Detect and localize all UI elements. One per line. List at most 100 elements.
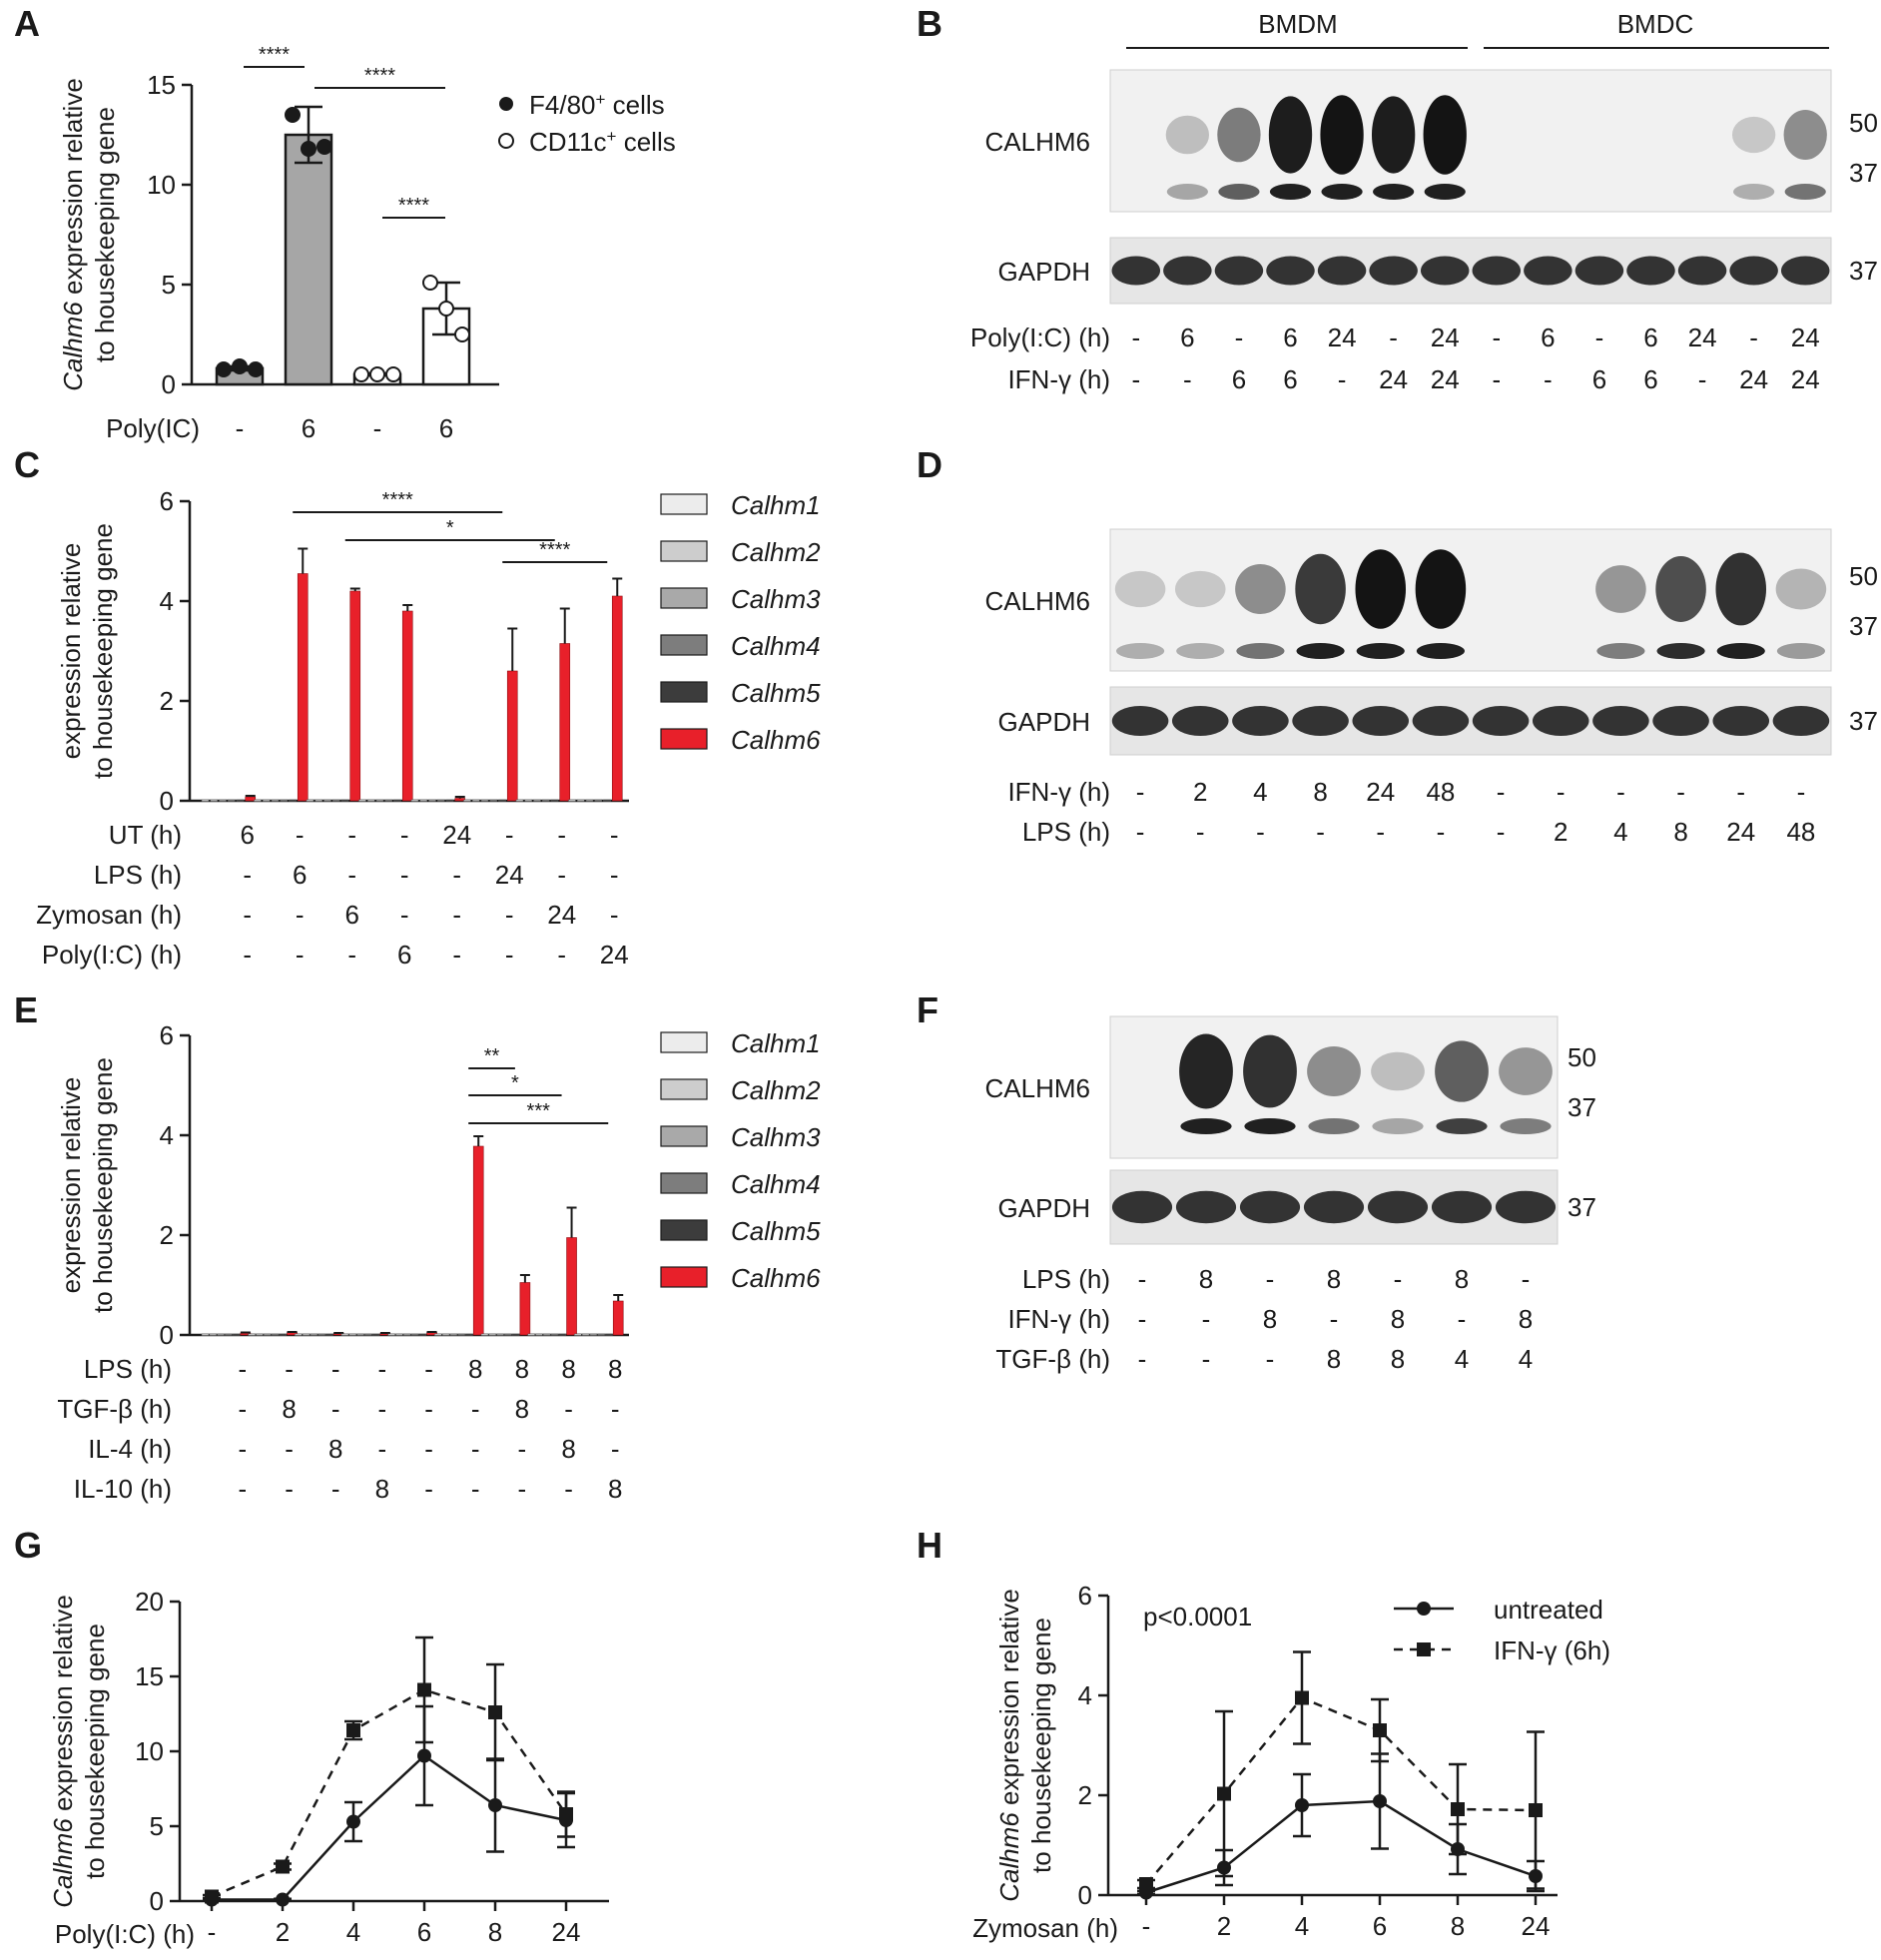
d-calhm6-blot-frame: [1109, 528, 1832, 672]
a-y-tick-label: 5: [162, 270, 176, 300]
d-marker-50: 50: [1849, 561, 1878, 591]
e-row-value: 8: [282, 1394, 296, 1424]
d-gapdh-label: GAPDH: [998, 707, 1090, 737]
g-marker-square: [488, 1705, 502, 1719]
a-x-tick-label: -: [373, 413, 382, 443]
panel-label-c: C: [14, 444, 40, 485]
e-row-value: 8: [375, 1474, 389, 1504]
c-y-tick-label: 2: [160, 686, 174, 716]
g-marker-circle: [276, 1892, 290, 1907]
e-bar: [527, 1333, 535, 1336]
e-bar: [310, 1333, 318, 1336]
e-row-label: LPS (h): [84, 1354, 172, 1384]
e-bar: [589, 1333, 598, 1336]
c-bar: [236, 799, 245, 802]
h-marker-square: [1451, 1802, 1465, 1816]
b-gapdh-band: [1677, 256, 1727, 286]
d-lane-label: 4: [1613, 817, 1627, 847]
e-legend-swatch: [660, 1172, 708, 1194]
e-row-value: 8: [561, 1434, 575, 1464]
a-row-label: Poly(IC): [106, 413, 200, 443]
c-bar: [401, 610, 413, 802]
d-lane-label: -: [1376, 817, 1385, 847]
h-marker-square: [1217, 1786, 1231, 1801]
d-lane-label: 24: [1366, 777, 1395, 807]
e-row-value: -: [424, 1394, 433, 1424]
f-lane-label: -: [1266, 1344, 1275, 1374]
d-lane-label: -: [1497, 817, 1506, 847]
f-lane-label: -: [1522, 1264, 1531, 1294]
b-lane-label: 6: [1232, 364, 1246, 394]
e-bar: [597, 1333, 605, 1336]
c-legend-swatch: [660, 681, 708, 703]
d-calhm6-band-lower: [1116, 643, 1165, 659]
legend-filled-circle-icon: [499, 97, 513, 111]
e-bar: [542, 1333, 551, 1336]
y-axis-label-rest: expression relative: [994, 1589, 1024, 1812]
d-gapdh-band: [1712, 706, 1770, 736]
c-row-value: 24: [495, 860, 524, 890]
legend-f480-label: F4/80+ cells: [529, 90, 665, 121]
e-bar: [581, 1333, 590, 1336]
d-marker-37: 37: [1849, 611, 1878, 641]
a-x-tick-label: -: [236, 413, 245, 443]
c-legend-label: Calhm3: [731, 584, 821, 614]
c-bar: [611, 595, 623, 802]
d-calhm6-band-upper: [1415, 549, 1467, 629]
f-lane-label: 8: [1327, 1264, 1341, 1294]
c-bar: [262, 799, 271, 802]
b-calhm6-band-upper: [1731, 116, 1776, 154]
b-calhm6-label: CALHM6: [985, 127, 1090, 157]
c-legend-swatch: [660, 634, 708, 656]
c-bar: [289, 799, 297, 802]
a-data-point: [385, 366, 401, 382]
c-bar: [271, 799, 280, 802]
b-lane-label: -: [1235, 323, 1244, 352]
c-significance-label: ****: [382, 489, 413, 511]
h-y-tick-label: 4: [1078, 1680, 1092, 1710]
d-lane-label: -: [1497, 777, 1506, 807]
e-row-value: -: [471, 1434, 480, 1464]
b-lane-label: 24: [1688, 323, 1717, 352]
d-lane-label: -: [1676, 777, 1685, 807]
f-lane-label: -: [1330, 1304, 1339, 1334]
y-axis-label-rest: expression relative: [58, 78, 88, 302]
e-bar: [256, 1333, 264, 1336]
b-lane-label: 24: [1379, 364, 1408, 394]
e-legend-swatch: [660, 1078, 708, 1100]
f-calhm6-band-upper: [1435, 1040, 1489, 1102]
f-lane-label: 8: [1327, 1344, 1341, 1374]
c-row-value: -: [452, 900, 461, 930]
c-bar: [314, 799, 323, 802]
e-bar: [217, 1333, 225, 1336]
c-row-value: -: [452, 860, 461, 890]
g-series-line-dashed: [211, 1688, 568, 1898]
b-row-label: IFN-γ (h): [1007, 364, 1110, 394]
h-y-tick-label: 0: [1078, 1880, 1092, 1910]
c-bar: [480, 799, 489, 802]
g-y-axis-label-line2: to housekeeping gene: [80, 1624, 110, 1879]
panel-label-d: D: [917, 444, 942, 485]
c-row-value: -: [400, 820, 409, 850]
e-bar: [302, 1333, 311, 1336]
b-gapdh-band: [1729, 256, 1778, 286]
b-lane-label: -: [1131, 364, 1140, 394]
b-lane-label: 6: [1283, 364, 1297, 394]
f-lane-label: 8: [1391, 1304, 1405, 1334]
e-row-value: 8: [468, 1354, 482, 1384]
b-gapdh-band: [1524, 256, 1572, 286]
d-calhm6-band-lower: [1236, 643, 1285, 659]
e-row-label: IL-10 (h): [74, 1474, 172, 1504]
c-significance-label: *: [446, 517, 454, 539]
e-bar: [612, 1300, 624, 1336]
c-row-value: -: [452, 940, 461, 970]
e-row-value: -: [564, 1394, 573, 1424]
d-marker-37-gapdh: 37: [1849, 706, 1878, 736]
f-lane-label: 8: [1519, 1304, 1533, 1334]
h-x-tick-label: 24: [1522, 1911, 1551, 1941]
f-lane-label: 8: [1263, 1304, 1277, 1334]
